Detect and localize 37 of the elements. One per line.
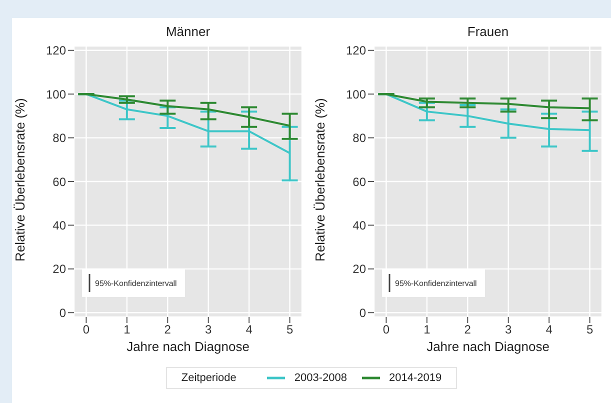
y-tick-label: 120 (46, 44, 66, 58)
y-tick-label: 0 (359, 306, 366, 320)
chart-title: Männer (164, 24, 212, 39)
y-tick-label: 20 (52, 262, 66, 276)
x-tick-label: 2 (464, 322, 472, 337)
y-tick-label: 100 (346, 87, 366, 102)
x-tick-label: 2 (164, 322, 172, 337)
y-tick-label: 40 (52, 218, 66, 232)
x-tick-label: 5 (586, 322, 594, 337)
y-tick-label: 80 (52, 131, 66, 146)
x-axis-title: Jahre nach Diagnose (126, 339, 250, 354)
chart-title: Frauen (466, 24, 510, 39)
x-tick-label: 0 (382, 322, 390, 337)
y-axis-title: Relative Überlebensrate (%) (312, 98, 328, 262)
x-tick-label: 1 (424, 322, 431, 337)
y-tick-label: 40 (352, 218, 366, 232)
y-tick-label: 120 (346, 44, 366, 58)
x-tick-label: 3 (505, 322, 512, 337)
y-tick-label: 0 (59, 306, 66, 320)
x-tick-label: 0 (82, 322, 90, 337)
annotation: 95%-Konfidenzintervall (395, 278, 477, 288)
legend-label: 2003-2008 (294, 372, 348, 384)
x-tick-label: 3 (205, 322, 212, 337)
legend-label: 2014-2019 (389, 372, 442, 384)
x-axis-title: Jahre nach Diagnose (426, 339, 550, 354)
y-tick-label: 60 (352, 174, 366, 189)
annotation: 95%-Konfidenzintervall (95, 278, 177, 288)
x-tick-label: 5 (286, 322, 294, 337)
y-tick-label: 100 (46, 87, 66, 102)
y-tick-label: 20 (352, 262, 366, 276)
y-tick-label: 80 (352, 131, 366, 146)
x-tick-label: 4 (246, 322, 253, 337)
x-tick-label: 4 (546, 322, 553, 337)
x-tick-label: 1 (124, 322, 131, 337)
legend-title: Zeitperiode (181, 372, 236, 384)
y-tick-label: 60 (52, 174, 66, 189)
y-axis-title: Relative Überlebensrate (%) (12, 98, 28, 262)
